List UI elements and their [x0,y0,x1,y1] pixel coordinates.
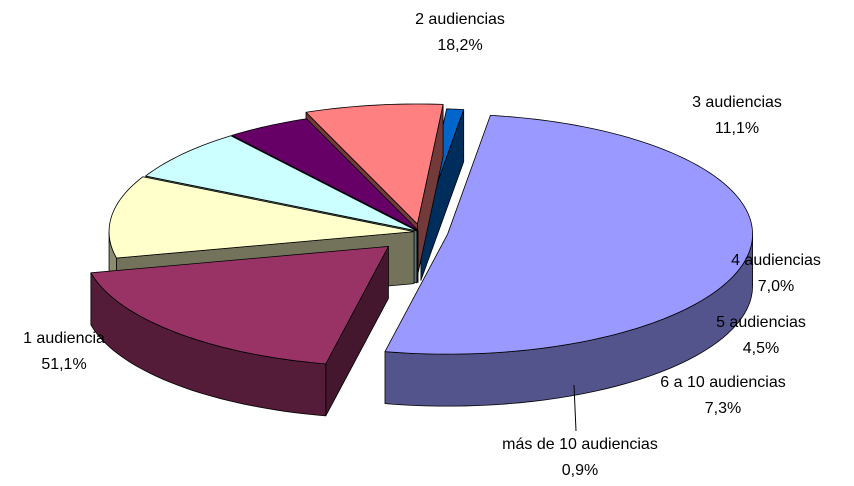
slice-top [90,246,389,365]
data-label-category: 4 audiencias [731,252,821,269]
slice-top [145,135,418,232]
data-label-4-audiencias: 4 audiencias 7,0% [731,252,821,295]
data-label-value: 18,2% [437,37,482,54]
pie-slice-2-audiencias [90,246,389,417]
pie-slice-1-audiencia [384,114,753,407]
data-label-1-audiencia: 1 audiencia 51,1% [23,330,105,373]
data-label-value: 51,1% [41,356,86,373]
data-label-category: más de 10 audiencias [502,436,658,453]
data-label-value: 7,3% [705,400,741,417]
data-label-category: 2 audiencias [415,11,505,28]
slice-top [231,118,419,231]
data-label-value: 4,5% [743,340,779,357]
data-label-value: 11,1% [715,120,759,137]
data-label-category: 3 audiencias [692,94,782,111]
data-label-5-audiencias: 5 audiencias 4,5% [716,314,806,357]
data-label-mas-de-10-audiencias: más de 10 audiencias 0,9% [502,436,658,479]
leader-line-mas-de-10-audiencias [573,384,577,432]
slice-top [108,176,415,259]
data-label-value: 0,9% [562,462,598,479]
data-label-3-audiencias: 3 audiencias 11,1% [692,94,782,137]
data-label-2-audiencias: 2 audiencias 18,2% [415,11,505,54]
data-label-category: 1 audiencia [23,330,105,347]
data-label-value: 7,0% [758,278,794,295]
data-label-category: 5 audiencias [716,314,806,331]
data-label-6-a-10-audiencias: 6 a 10 audiencias 7,3% [660,374,785,417]
slice-top [384,114,753,355]
slice-top [305,103,444,225]
data-label-category: 6 a 10 audiencias [660,374,785,391]
